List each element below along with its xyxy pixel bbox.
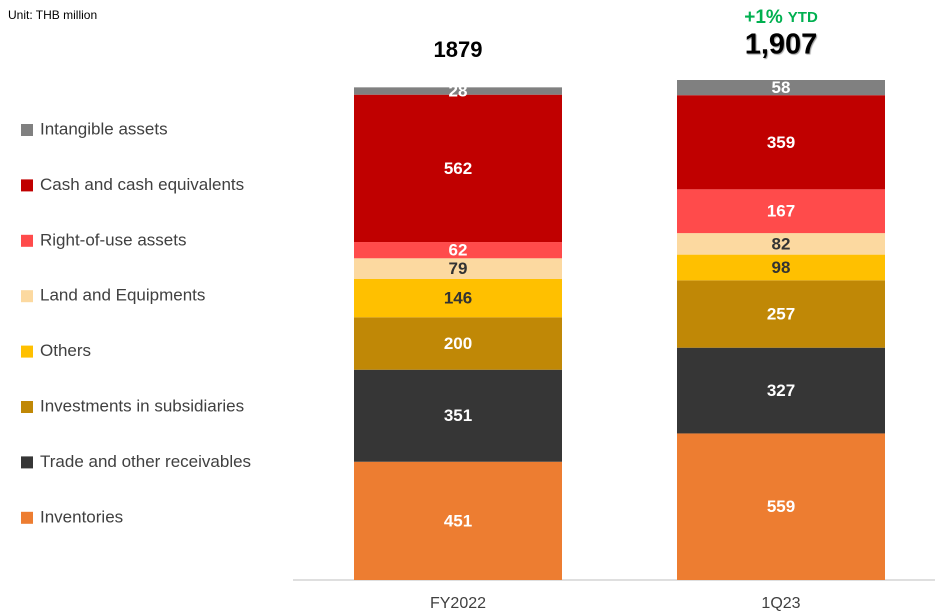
value-label: 82 (772, 234, 791, 253)
legend-swatch (21, 345, 33, 358)
value-label: 62 (449, 241, 468, 260)
x-tick-label: 1Q23 (761, 595, 800, 612)
legend-label: Others (40, 341, 91, 360)
value-label: 200 (444, 334, 472, 353)
value-label: 146 (444, 289, 472, 308)
annotation: +1% YTD (744, 7, 818, 28)
bar-segment (354, 87, 562, 95)
total-label: 1,907 (745, 29, 818, 61)
value-label: 559 (767, 497, 795, 516)
legend-swatch (21, 456, 33, 469)
annotation-suffix: YTD (788, 9, 818, 26)
legend-swatch (21, 290, 33, 303)
value-label: 257 (767, 304, 795, 323)
bar-segment (354, 242, 562, 259)
total-label: 1879 (434, 37, 483, 62)
legend-swatch (21, 511, 33, 524)
bar-segment (354, 94, 562, 243)
bar-segment (677, 233, 885, 255)
bar-segment (677, 280, 885, 348)
bar-segment (677, 254, 885, 281)
bar-segment (677, 433, 885, 580)
value-label: 79 (449, 259, 468, 278)
annotation-value: +1% (744, 7, 783, 28)
legend-label: Inventories (40, 507, 123, 526)
legend-label: Intangible assets (40, 119, 168, 138)
value-label: 167 (767, 202, 795, 221)
bar-segment (677, 95, 885, 190)
bar-segment (354, 279, 562, 318)
value-label: 58 (772, 78, 791, 97)
value-label: 327 (767, 381, 795, 400)
bar-segment (677, 189, 885, 234)
x-tick-label: FY2022 (430, 595, 486, 612)
value-label: 451 (444, 511, 472, 530)
legend-swatch (21, 124, 33, 136)
legend-label: Right-of-use assets (40, 230, 186, 249)
legend-label: Trade and other receivables (40, 452, 251, 471)
legend-swatch (21, 179, 33, 192)
bar-segment (677, 347, 885, 434)
legend-label: Cash and cash equivalents (40, 175, 244, 194)
legend-label: Land and Equipments (40, 286, 205, 305)
unit-label: Unit: THB million (8, 8, 97, 22)
bar-segment (354, 258, 562, 280)
legend-swatch (21, 234, 33, 247)
bar-segment (354, 369, 562, 462)
value-label: 28 (449, 81, 468, 100)
value-label: 98 (772, 258, 791, 277)
value-label: 359 (767, 133, 795, 152)
value-label: 351 (444, 406, 472, 425)
bar-segment (354, 461, 562, 580)
bar-segment (354, 317, 562, 370)
legend-swatch (21, 401, 33, 413)
value-label: 562 (444, 159, 472, 178)
bar-segment (677, 80, 885, 96)
legend-label: Investments in subsidiaries (40, 396, 244, 415)
